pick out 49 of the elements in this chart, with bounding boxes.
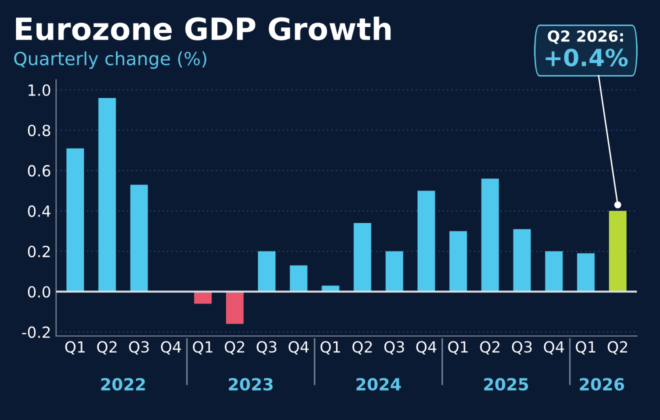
- text: 2023: [228, 378, 273, 391]
- x-tick-label: Q1: [65, 341, 85, 354]
- bar: [481, 178, 499, 292]
- bar: [449, 231, 467, 292]
- x-tick-label: Q2: [224, 341, 244, 354]
- bar: [258, 251, 276, 292]
- x-tick-label: Q3: [512, 341, 532, 354]
- bar: [66, 148, 84, 292]
- chart-title: Eurozone GDP Growth: [16, 16, 391, 40]
- x-tick-label: Q1: [192, 341, 212, 354]
- text: 1.0: [28, 84, 50, 96]
- bar: [608, 210, 627, 292]
- x-tick-label: Q2: [608, 341, 628, 354]
- x-tick-label: Q1: [576, 341, 596, 354]
- x-tick-label: Q1: [448, 341, 468, 354]
- bar: [194, 292, 212, 304]
- y-tick-label: 0.8: [28, 124, 50, 136]
- bar: [290, 265, 308, 292]
- text: 2026: [580, 378, 624, 391]
- text: 2022: [101, 378, 145, 391]
- x-tick-label: Q4: [288, 341, 309, 354]
- text: 2024: [356, 378, 401, 391]
- y-tick-label: 0.2: [28, 246, 50, 258]
- x-tick-label: Q2: [97, 341, 116, 354]
- x-tick-label: Q2: [352, 341, 372, 354]
- bar: [513, 229, 531, 292]
- bar: [98, 98, 116, 292]
- x-tick-label: Q1: [320, 341, 340, 354]
- x-tick-label: Q2: [480, 341, 500, 354]
- bar: [386, 251, 404, 292]
- x-tick-label: Q3: [384, 341, 404, 354]
- x-tick-label: Q3: [129, 341, 149, 354]
- y-tick-label: 0.4: [28, 205, 50, 217]
- bar: [130, 184, 148, 292]
- text: 2025: [484, 378, 528, 391]
- x-tick-label: Q4: [544, 341, 564, 354]
- x-tick-label: Q3: [256, 341, 276, 354]
- x-tick-label: Q4: [160, 341, 181, 354]
- bar: [418, 190, 436, 292]
- bar: [354, 223, 372, 292]
- x-tick-label: Q4: [416, 341, 436, 354]
- y-tick-label: 0.6: [28, 165, 50, 177]
- chart-subtitle: Quarterly change (%): [14, 51, 206, 69]
- y-tick-label: -0.2: [22, 326, 50, 338]
- text: 0.0: [28, 286, 50, 298]
- bar: [545, 251, 563, 292]
- bar: [226, 292, 244, 324]
- bar: [577, 253, 595, 292]
- text: Q2 2026: +0.4%: [546, 30, 628, 66]
